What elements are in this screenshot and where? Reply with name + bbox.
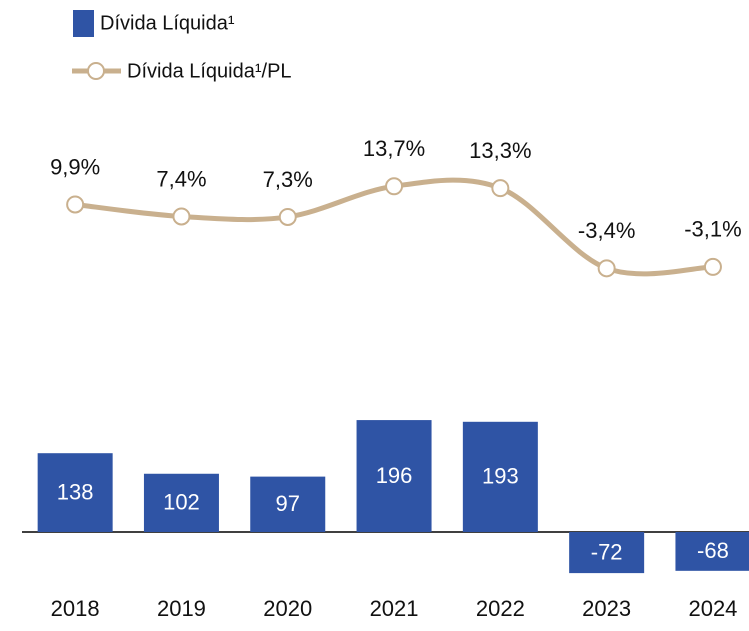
- x-tick-label: 2019: [157, 596, 206, 621]
- bar: [462, 421, 538, 532]
- line-marker: [385, 177, 404, 196]
- data-label: 193: [482, 464, 519, 489]
- legend-label: Dívida Líquida¹/PL: [127, 60, 292, 82]
- data-label: 9,9%: [50, 154, 100, 179]
- legend-marker: [87, 62, 105, 80]
- data-label: 7,3%: [263, 167, 313, 192]
- bar: [675, 532, 749, 571]
- legend-label: Dívida Líquida¹: [100, 12, 235, 34]
- legend-swatch-bar: [73, 10, 94, 37]
- x-tick-label: 2023: [582, 596, 631, 621]
- data-label: 196: [376, 463, 413, 488]
- line-marker: [278, 207, 297, 226]
- bar: [143, 473, 219, 532]
- data-label: 138: [57, 479, 94, 504]
- data-label: 7,4%: [156, 166, 206, 191]
- x-tick-label: 2018: [51, 596, 100, 621]
- line-marker: [172, 207, 191, 226]
- data-label: 97: [276, 491, 300, 516]
- bar: [250, 476, 326, 532]
- x-tick-label: 2020: [263, 596, 312, 621]
- line-marker: [66, 195, 85, 214]
- data-label: 13,3%: [469, 138, 531, 163]
- line-marker: [491, 179, 510, 198]
- data-label: 102: [163, 490, 200, 515]
- data-label: -68: [697, 538, 729, 563]
- data-label: -3,4%: [578, 218, 635, 243]
- data-label: -72: [591, 539, 623, 564]
- line-marker: [597, 259, 616, 278]
- data-label: 13,7%: [363, 136, 425, 161]
- bar: [569, 532, 645, 574]
- bar: [356, 420, 432, 532]
- x-tick-label: 2024: [688, 596, 737, 621]
- data-label: -3,1%: [684, 217, 741, 242]
- line-marker: [703, 257, 722, 276]
- bar: [37, 453, 113, 532]
- x-tick-label: 2022: [476, 596, 525, 621]
- x-tick-label: 2021: [370, 596, 419, 621]
